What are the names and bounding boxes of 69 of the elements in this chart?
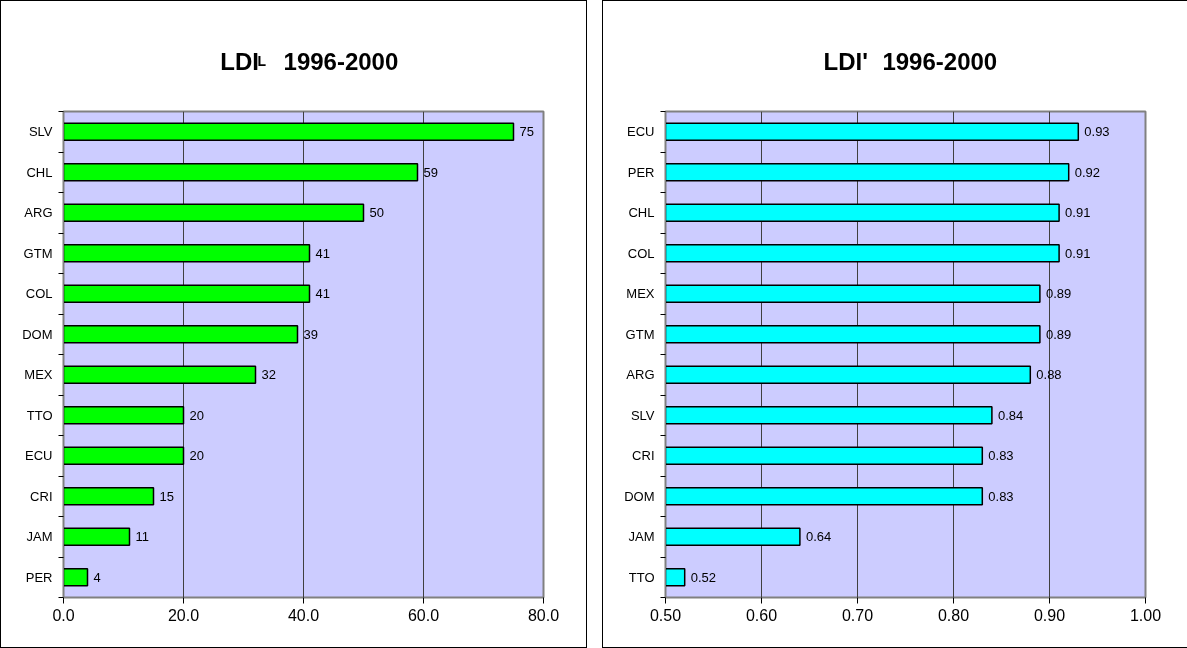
x-tick-label: 0.90 [1033, 606, 1066, 624]
data-label: 41 [315, 286, 330, 302]
y-tick-label: ECU [25, 448, 53, 464]
y-tick-label: TTO [26, 407, 53, 423]
bar [63, 203, 365, 222]
bar [63, 365, 257, 385]
x-tick-label: 60.0 [407, 606, 440, 624]
bar [63, 162, 419, 182]
chart-title: LDI' 1996-2000 [823, 48, 998, 75]
y-tick-label: MEX [626, 286, 655, 302]
y-tick-label: SLV [630, 407, 655, 423]
bar [63, 243, 311, 263]
data-label: 0.84 [997, 407, 1024, 423]
y-tick-label: COL [25, 286, 53, 302]
bar [63, 284, 311, 304]
data-label: 0.83 [988, 488, 1014, 504]
x-tick-label: 0.60 [745, 606, 778, 624]
bar [63, 122, 515, 142]
bar [63, 527, 131, 547]
bar [63, 324, 299, 344]
data-label: 0.91 [1065, 245, 1091, 261]
x-tick-label: 0.70 [841, 606, 874, 624]
x-tick-label: 40.0 [287, 606, 320, 624]
y-tick-label: GTM [625, 326, 655, 342]
x-tick-label: 1.00 [1129, 606, 1162, 624]
bar [63, 486, 155, 506]
y-tick-label: DOM [624, 488, 655, 504]
y-tick-label: PER [25, 569, 53, 585]
data-label: 0.93 [1084, 124, 1110, 140]
data-label: 20 [189, 407, 204, 423]
data-label: 4 [93, 569, 101, 585]
bar [63, 405, 185, 425]
y-tick-label: CHL [628, 205, 655, 221]
y-tick-label: SLV [28, 124, 53, 140]
data-label: 15 [159, 488, 174, 504]
bar [63, 446, 185, 466]
data-label: 0.91 [1065, 205, 1091, 221]
x-tick-label: 20.0 [167, 606, 200, 624]
data-label: 75 [519, 124, 534, 140]
y-tick-label: CRI [30, 488, 53, 504]
data-label: 20 [189, 448, 204, 464]
bar [63, 567, 89, 587]
x-tick-label: 0.80 [937, 606, 970, 624]
data-label: 0.64 [805, 529, 832, 545]
y-tick-label: MEX [24, 367, 53, 383]
data-label: 41 [315, 245, 330, 261]
data-label: 0.92 [1074, 164, 1101, 180]
y-tick-label: COL [627, 245, 655, 261]
y-tick-label: ARG [626, 367, 655, 383]
data-label: 11 [135, 529, 149, 545]
y-tick-label: CRI [632, 448, 655, 464]
data-label: 39 [303, 326, 318, 342]
x-tick-label: 80.0 [527, 606, 560, 624]
y-tick-label: JAM [26, 529, 53, 545]
y-tick-label: PER [627, 164, 655, 180]
y-tick-label: GTM [23, 245, 53, 261]
y-tick-label: ECU [627, 124, 655, 140]
data-label: 32 [261, 367, 276, 383]
y-tick-label: TTO [628, 569, 655, 585]
y-tick-label: JAM [628, 529, 655, 545]
x-tick-label: 0.50 [649, 606, 682, 624]
data-label: 50 [369, 205, 384, 221]
data-label: 0.52 [690, 569, 717, 585]
data-label: 0.83 [988, 448, 1014, 464]
y-tick-label: CHL [26, 164, 53, 180]
x-tick-label: 0.0 [52, 606, 75, 624]
data-label: 59 [423, 164, 438, 180]
y-tick-label: DOM [22, 326, 53, 342]
y-tick-label: ARG [24, 205, 53, 221]
